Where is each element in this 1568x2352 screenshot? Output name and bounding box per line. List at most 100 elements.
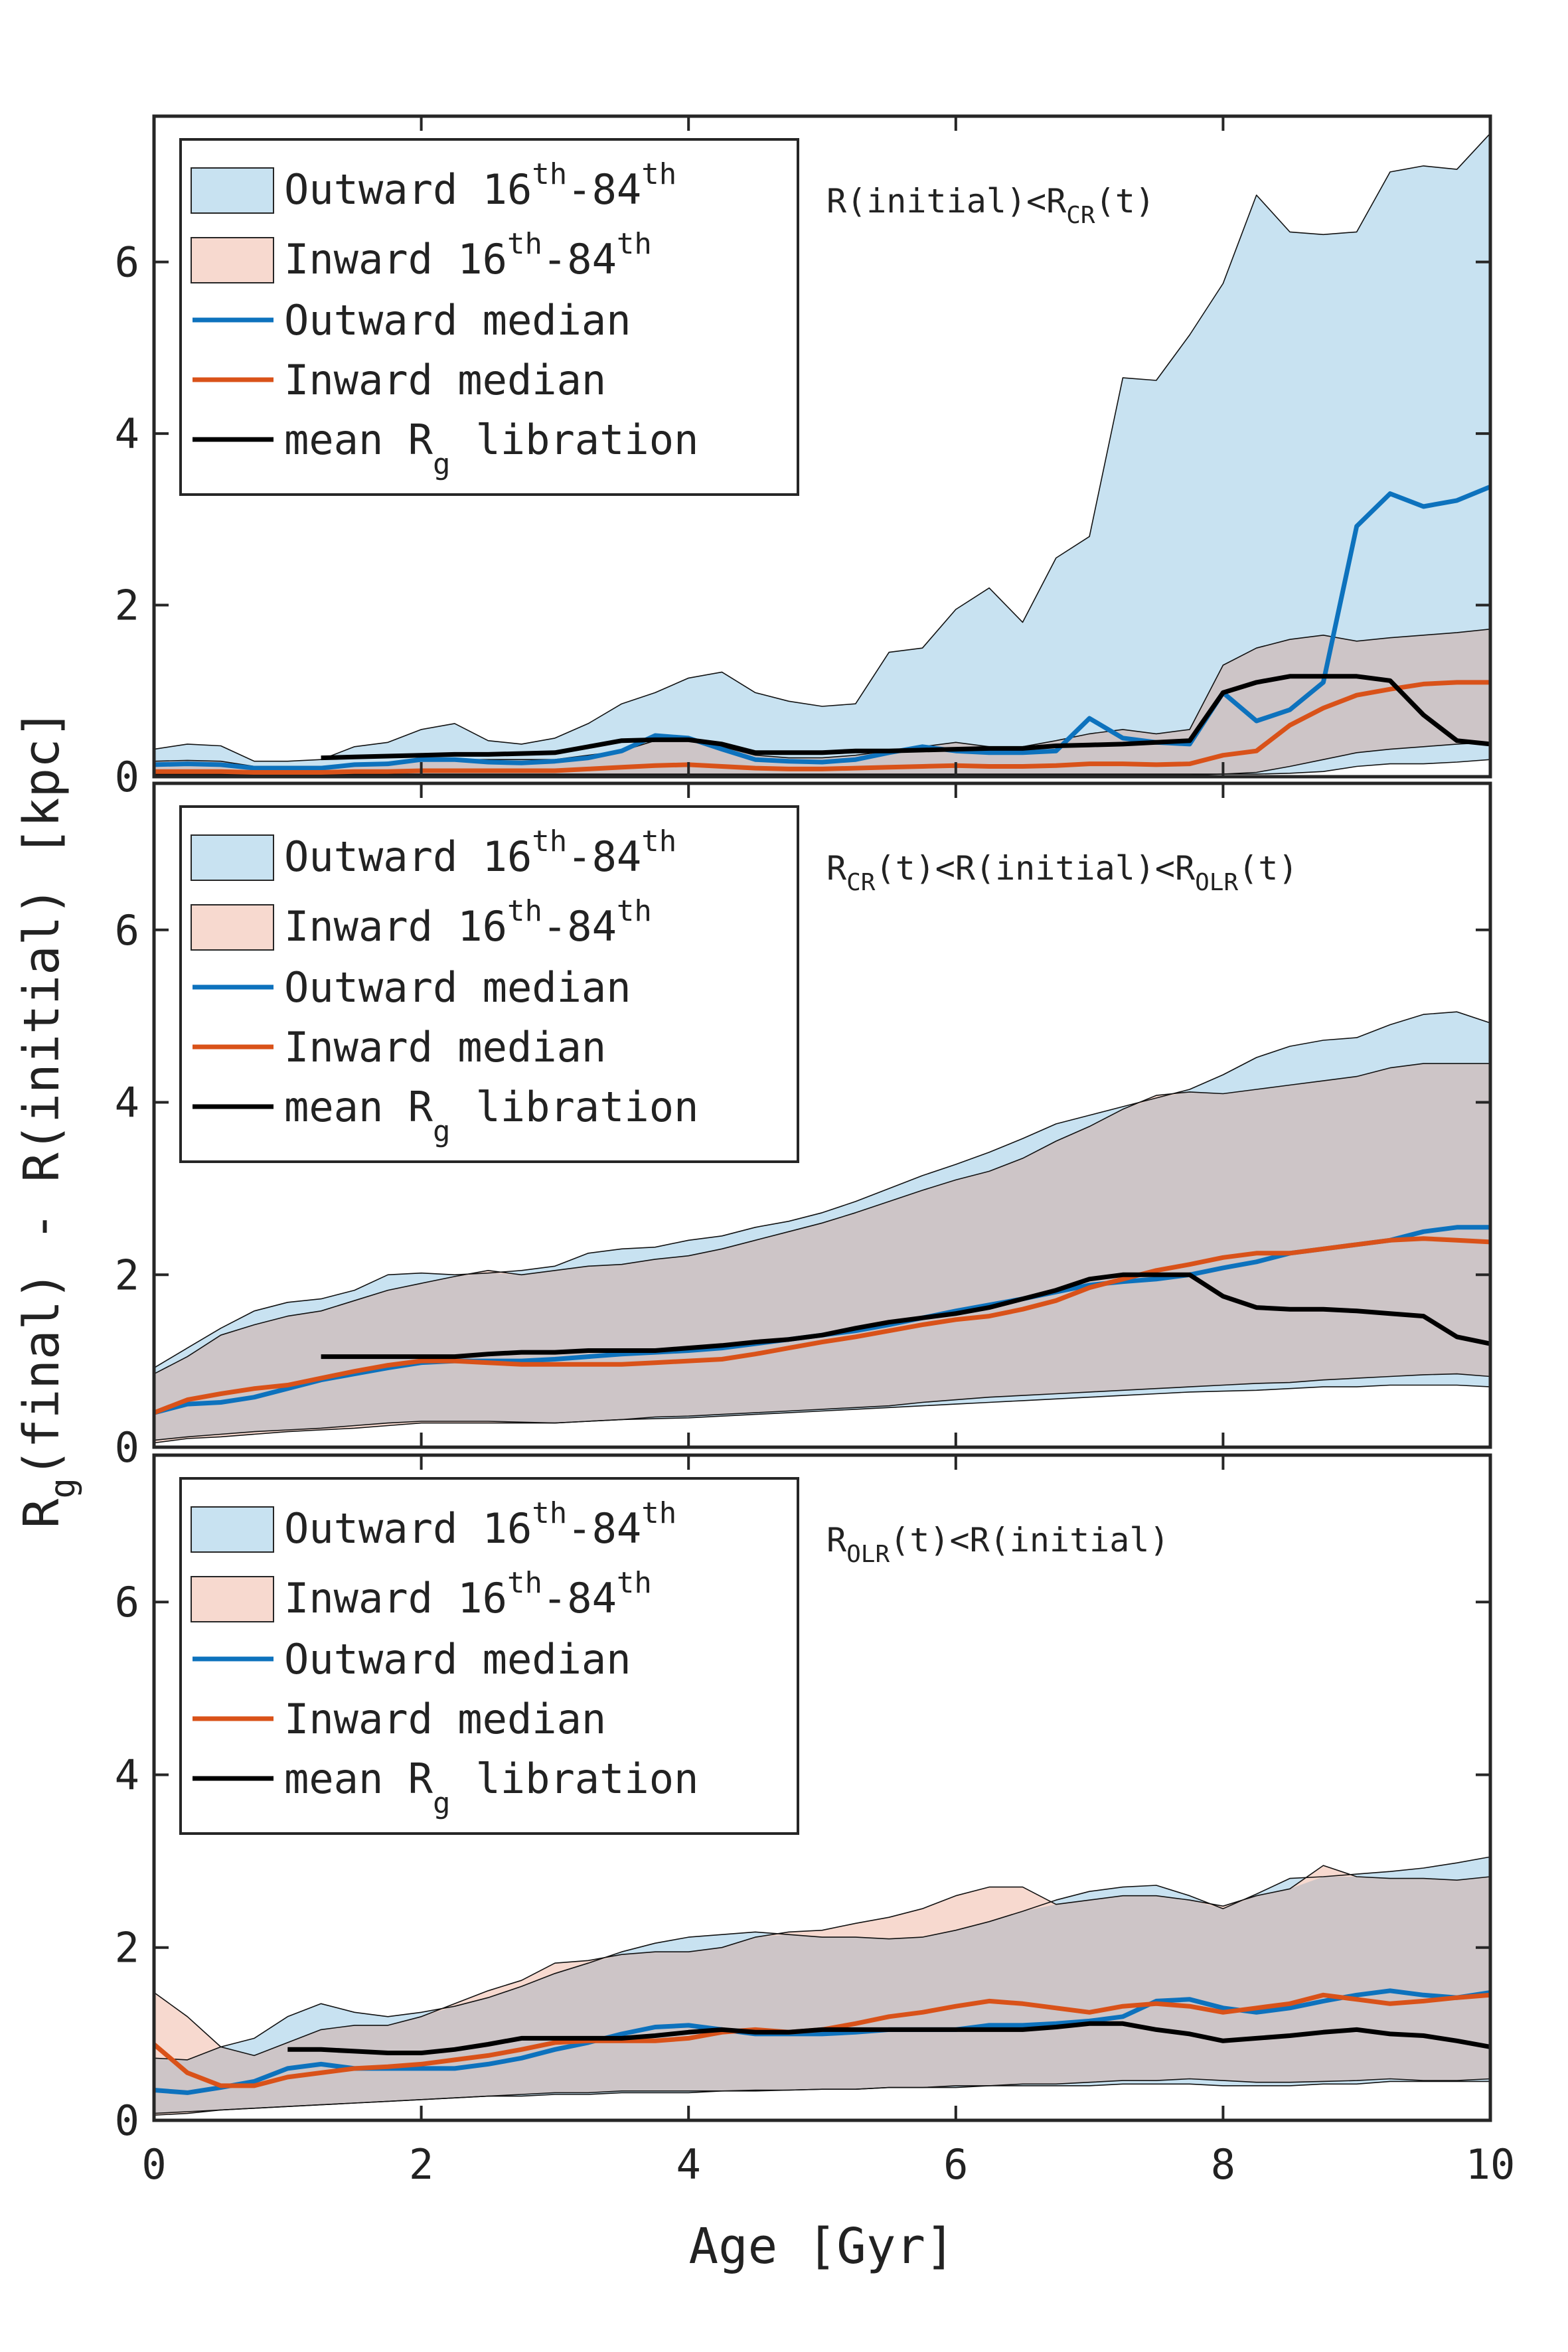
legend-inward-band-label: Inward 16th-84th [284, 227, 652, 283]
region-label-part: R(initial)<R [826, 182, 1067, 220]
inward-median-line [154, 680, 1490, 775]
outward-16th-edge [154, 1384, 1490, 1441]
y-axis-label: Rg(final) - R(initial) [kpc] [13, 709, 83, 1528]
region-label-part: R [826, 1521, 847, 1559]
y-tick-label: 6 [115, 1578, 139, 1626]
y-tick-label: 2 [115, 582, 139, 630]
axes-frame [152, 781, 1492, 1449]
legend-outward-median-label: Outward median [284, 1635, 631, 1684]
superscript-th: th [641, 157, 676, 191]
legend-inward-band-text: Inward 16 [284, 235, 507, 283]
legend-box [179, 1477, 799, 1835]
x-tick-label: 6 [943, 2140, 968, 2189]
superscript-th: th [641, 1496, 676, 1530]
mean-libration-line [321, 674, 1490, 761]
legend-inward-median-label: Inward median [284, 1023, 606, 1071]
legend-outward-band-swatch [191, 167, 274, 214]
region-label-part: R [826, 849, 847, 888]
legend-outward-band-text: Outward 16 [284, 1504, 532, 1553]
mean-libration-line [287, 2021, 1490, 2055]
legend-mean-libration-tail: libration [475, 1083, 698, 1131]
x-ticks [153, 1455, 1492, 2120]
axes-frame [152, 114, 1492, 779]
overlap-band [154, 1063, 1490, 1441]
y-axis-label-main: R [13, 1498, 70, 1528]
outward-band [154, 133, 1490, 775]
y-tick-label: 2 [115, 1251, 139, 1299]
y-tick-label: 6 [115, 906, 139, 955]
y-tick-label: 0 [115, 1423, 139, 1472]
y-axis-label-rest: (final) - R(initial) [kpc] [13, 709, 70, 1478]
legend-mean-libration-sub: g [433, 1115, 451, 1148]
x-tick-label: 8 [1211, 2140, 1235, 2189]
axes-frame [152, 1453, 1492, 2122]
legend-outward-median-label: Outward median [284, 296, 631, 345]
region-label-sub: OLR [846, 1541, 890, 1568]
superscript-th: th [617, 227, 652, 261]
superscript-th: th [617, 1566, 652, 1600]
legend-box [179, 138, 799, 496]
inward-16th-edge [154, 1373, 1490, 1444]
legend-outward-band-label: Outward 16th-84th [284, 824, 676, 881]
region-label-part: (t) [1238, 849, 1298, 888]
x-ticks [153, 783, 1492, 1447]
legend-outward-band-label: Outward 16th-84th [284, 157, 676, 214]
superscript-th: th [532, 824, 567, 858]
inward-84th-edge [154, 1063, 1490, 1375]
legend-mean-libration-tail: libration [475, 1755, 698, 1803]
legend-inward-median-label: Inward median [284, 356, 606, 404]
superscript-th: th [507, 894, 542, 928]
x-tick-label: 10 [1466, 2140, 1516, 2189]
legend-outward-median-text: Outward median [284, 1635, 631, 1684]
region-label-sub: CR [1066, 202, 1095, 229]
legend-mean-libration-label: mean Rg libration [284, 416, 698, 481]
legend-inward-band-label: Inward 16th-84th [284, 894, 652, 951]
plot-area [154, 1856, 1490, 2116]
dash-84: -84 [542, 235, 617, 283]
legend-inward-median-text: Inward median [284, 356, 606, 404]
dash-84: -84 [542, 902, 617, 951]
legend-outward-band-label: Outward 16th-84th [284, 1496, 676, 1553]
legend-outward-band-text: Outward 16 [284, 832, 532, 881]
region-label: ROLR(t)<R(initial) [826, 1521, 1170, 1568]
legend-inward-band-text: Inward 16 [284, 1574, 507, 1622]
region-label-part: (t) [1095, 182, 1155, 220]
legend-outward-median-text: Outward median [284, 296, 631, 345]
legend-outward-band-swatch [191, 1506, 274, 1553]
legend-mean-libration-text: mean R [284, 416, 433, 464]
plot-area [154, 133, 1490, 776]
y-tick-label: 4 [115, 410, 139, 458]
region-label-sub: OLR [1195, 869, 1238, 896]
inward-median-line [154, 1236, 1490, 1415]
outward-16th-edge [154, 759, 1490, 775]
legend-mean-libration-label: mean Rg libration [284, 1083, 698, 1148]
legend-outward-band-swatch [191, 834, 274, 881]
y-tick-label: 4 [115, 1079, 139, 1127]
legend-mean-libration-sub: g [433, 447, 451, 481]
y-ticks: 0 2 4 6 [115, 906, 1490, 1472]
outward-84th-edge [154, 1011, 1490, 1369]
legend-outward-median-label: Outward median [284, 963, 631, 1012]
legend-mean-libration-sub: g [433, 1786, 451, 1820]
legend-inward-band-label: Inward 16th-84th [284, 1566, 652, 1622]
y-axis-label-sub: g [43, 1478, 83, 1498]
y-tick-label: 6 [115, 238, 139, 287]
superscript-th: th [507, 227, 542, 261]
inward-16th-edge [154, 2078, 1490, 2116]
x-ticks [153, 116, 1492, 777]
x-tick-label: 2 [409, 2140, 433, 2189]
legend-outward-median-text: Outward median [284, 963, 631, 1012]
x-axis-label: Age [Gyr] [689, 2218, 955, 2275]
y-ticks: 0 2 4 6 [115, 238, 1490, 801]
outward-84th-edge [154, 1856, 1490, 2061]
superscript-th: th [532, 1496, 567, 1530]
superscript-th: th [532, 157, 567, 191]
overlap-band [154, 629, 1490, 775]
legend-inward-median-text: Inward median [284, 1023, 606, 1071]
superscript-th: th [641, 824, 676, 858]
